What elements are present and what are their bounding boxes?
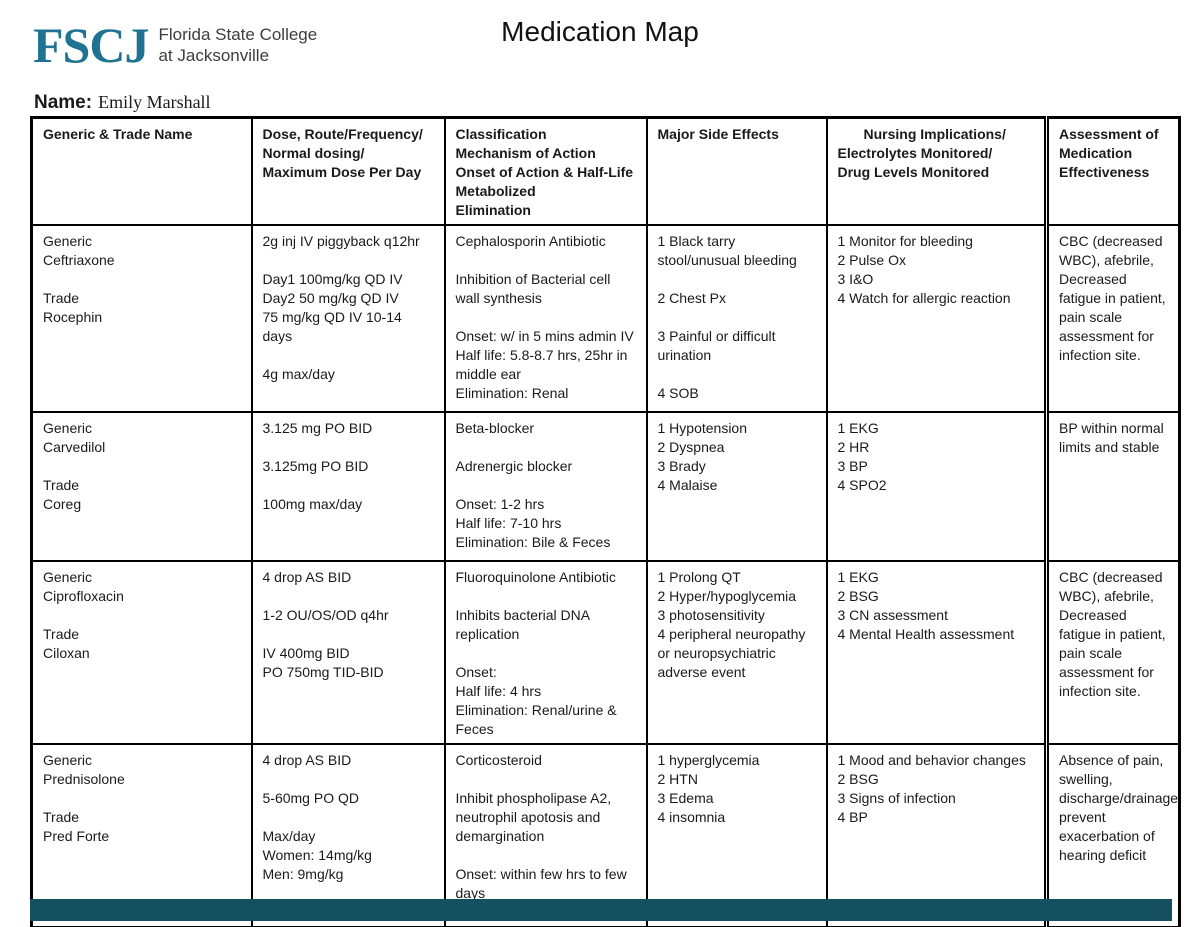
table-row-carvedilol: Generic Carvedilol Trade Coreg 3.125 mg …	[30, 411, 1181, 562]
column-header-dose-route-frequency: Dose, Route/Frequency/ Normal dosing/ Ma…	[250, 116, 446, 226]
table-row-prednisolone: Generic Prednisolone Trade Pred Forte 4 …	[30, 743, 1181, 927]
carvedilol-name-cell: Generic Carvedilol Trade Coreg	[30, 411, 253, 562]
prednisolone-classification-cell: Corticosteroid Inhibit phospholipase A2,…	[443, 743, 648, 927]
column-header-generic-trade-name: Generic & Trade Name	[30, 116, 253, 226]
table-header-row: Generic & Trade Name Dose, Route/Frequen…	[30, 116, 1181, 226]
ceftriaxone-dose-cell: 2g inj IV piggyback q12hr Day1 100mg/kg …	[250, 224, 446, 413]
ceftriaxone-side-effects-cell: 1 Black tarry stool/unusual bleeding 2 C…	[645, 224, 828, 413]
name-value: Emily Marshall	[98, 92, 211, 112]
name-label: Name:	[34, 92, 93, 113]
prednisolone-side-effects-cell: 1 hyperglycemia 2 HTN 3 Edema 4 insomnia	[645, 743, 828, 927]
fscj-logo-text: FSCJ	[33, 17, 149, 73]
ciprofloxacin-dose-cell: 4 drop AS BID 1-2 OU/OS/OD q4hr IV 400mg…	[250, 560, 446, 745]
column-header-classification: Classification Mechanism of Action Onset…	[443, 116, 648, 226]
carvedilol-assessment-cell: BP within normal limits and stable	[1044, 411, 1181, 562]
carvedilol-side-effects-cell: 1 Hypotension 2 Dyspnea 3 Brady 4 Malais…	[645, 411, 828, 562]
ciprofloxacin-name-cell: Generic Ciprofloxacin Trade Ciloxan	[30, 560, 253, 745]
ceftriaxone-nursing-cell: 1 Monitor for bleeding 2 Pulse Ox 3 I&O …	[825, 224, 1048, 413]
fscj-logo-subtitle: Florida State College at Jacksonville	[158, 25, 318, 65]
medication-table: Generic & Trade Name Dose, Route/Frequen…	[30, 116, 1181, 927]
ciprofloxacin-side-effects-cell: 1 Prolong QT 2 Hyper/hypoglycemia 3 phot…	[645, 560, 828, 745]
ceftriaxone-classification-cell: Cephalosporin Antibiotic Inhibition of B…	[443, 224, 648, 413]
carvedilol-nursing-cell: 1 EKG 2 HR 3 BP 4 SPO2	[825, 411, 1048, 562]
carvedilol-dose-cell: 3.125 mg PO BID 3.125mg PO BID 100mg max…	[250, 411, 446, 562]
table-row-ceftriaxone: Generic Ceftriaxone Trade Rocephin 2g in…	[30, 224, 1181, 413]
prednisolone-name-cell: Generic Prednisolone Trade Pred Forte	[30, 743, 253, 927]
fscj-logo: FSCJ Florida State College at Jacksonvil…	[33, 16, 317, 74]
column-header-major-side-effects: Major Side Effects	[645, 116, 828, 226]
page-title: Medication Map	[501, 16, 699, 47]
ceftriaxone-name-cell: Generic Ceftriaxone Trade Rocephin	[30, 224, 253, 413]
ceftriaxone-assessment-cell: CBC (decreased WBC), afebrile, Decreased…	[1044, 224, 1181, 413]
ciprofloxacin-nursing-cell: 1 EKG 2 BSG 3 CN assessment 4 Mental Hea…	[825, 560, 1048, 745]
column-header-nursing-implications: Nursing Implications/ Electrolytes Monit…	[825, 116, 1048, 226]
column-header-assessment-effectiveness: Assessment of Medication Effectiveness	[1044, 116, 1181, 226]
ciprofloxacin-assessment-cell: CBC (decreased WBC), afebrile, Decreased…	[1044, 560, 1181, 745]
name-row: Name: Emily Marshall	[34, 92, 211, 114]
prednisolone-nursing-cell: 1 Mood and behavior changes 2 BSG 3 Sign…	[825, 743, 1048, 927]
table-row-ciprofloxacin: Generic Ciprofloxacin Trade Ciloxan 4 dr…	[30, 560, 1181, 745]
prednisolone-assessment-cell: Absence of pain, swelling, discharge/dra…	[1044, 743, 1181, 927]
footer-bar	[30, 899, 1172, 921]
carvedilol-classification-cell: Beta-blocker Adrenergic blocker Onset: 1…	[443, 411, 648, 562]
prednisolone-dose-cell: 4 drop AS BID 5-60mg PO QD Max/day Women…	[250, 743, 446, 927]
ciprofloxacin-classification-cell: Fluoroquinolone Antibiotic Inhibits bact…	[443, 560, 648, 745]
